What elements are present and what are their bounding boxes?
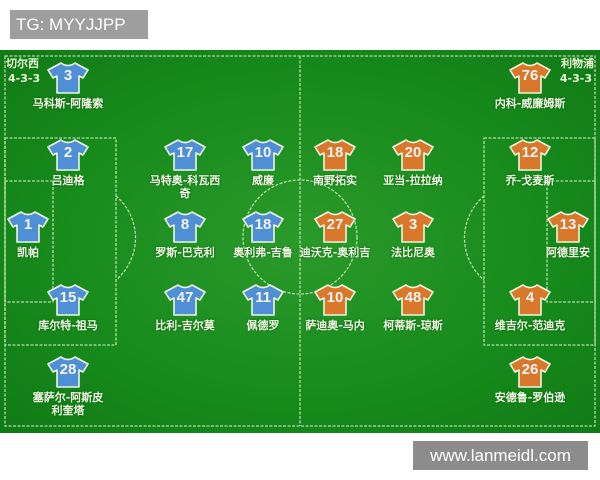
football-pitch: 切尔西 4-3-3 利物浦 4-3-3 3 马科斯-阿隆索 2 吕迪格 1 凯帕 15 库尔特… — [0, 50, 600, 433]
away-player: 26 安德鲁-罗伯逊 — [490, 356, 570, 404]
player-number: 8 — [180, 216, 190, 233]
watermark: www.lanmeidl.com — [413, 441, 588, 470]
player-number: 4 — [525, 289, 535, 306]
jersey-icon: 4 — [509, 284, 551, 316]
player-number: 2 — [63, 144, 73, 161]
jersey-icon: 17 — [164, 139, 206, 171]
player-name: 内科-威廉姆斯 — [494, 97, 566, 110]
player-name: 法比尼奥 — [391, 246, 435, 259]
player-number: 20 — [404, 144, 422, 161]
jersey-icon: 27 — [314, 211, 356, 243]
home-formation: 4-3-3 — [8, 72, 41, 85]
away-formation: 4-3-3 — [559, 72, 592, 85]
player-name: 塞萨尔-阿斯皮利奎塔 — [32, 391, 104, 417]
jersey-icon: 48 — [392, 284, 434, 316]
player-name: 马科斯-阿隆索 — [32, 97, 104, 110]
home-player: 2 吕迪格 — [28, 139, 108, 187]
player-number: 17 — [176, 144, 194, 161]
player-name: 奥利弗-吉鲁 — [233, 246, 293, 259]
jersey-icon: 3 — [47, 62, 89, 94]
jersey-icon: 15 — [47, 284, 89, 316]
player-name: 南野拓实 — [313, 174, 357, 187]
home-player: 3 马科斯-阿隆索 — [28, 62, 108, 110]
jersey-icon: 20 — [392, 139, 434, 171]
player-number: 47 — [176, 289, 194, 306]
jersey-icon: 2 — [47, 139, 89, 171]
player-number: 3 — [63, 67, 73, 84]
player-name: 迪沃克-奥利吉 — [299, 246, 371, 259]
home-player: 1 凯帕 — [0, 211, 68, 259]
jersey-icon: 10 — [314, 284, 356, 316]
player-name: 库尔特-祖马 — [38, 319, 98, 332]
home-player: 10 威廉 — [223, 139, 303, 187]
jersey-icon: 1 — [7, 211, 49, 243]
away-player: 27 迪沃克-奥利吉 — [295, 211, 375, 259]
player-number: 15 — [59, 289, 77, 306]
player-name: 亚当-拉拉纳 — [383, 174, 443, 187]
player-number: 10 — [326, 289, 344, 306]
jersey-icon: 18 — [314, 139, 356, 171]
jersey-icon: 76 — [509, 62, 551, 94]
away-player: 76 内科-威廉姆斯 — [490, 62, 570, 110]
player-name: 罗斯-巴克利 — [155, 246, 215, 259]
player-number: 3 — [408, 216, 418, 233]
away-player: 3 法比尼奥 — [373, 211, 453, 259]
player-name: 凯帕 — [17, 246, 39, 259]
player-name: 乔-戈麦斯 — [505, 174, 555, 187]
player-name: 吕迪格 — [51, 174, 85, 187]
home-player: 15 库尔特-祖马 — [28, 284, 108, 332]
player-name: 阿德里安 — [546, 246, 590, 259]
jersey-icon: 47 — [164, 284, 206, 316]
player-number: 48 — [404, 289, 422, 306]
jersey-icon: 26 — [509, 356, 551, 388]
player-number: 18 — [326, 144, 344, 161]
player-number: 26 — [521, 361, 539, 378]
tg-label: TG: MYYJJPP — [10, 10, 148, 39]
jersey-icon: 13 — [547, 211, 589, 243]
player-name: 萨迪奥-马内 — [305, 319, 365, 332]
player-name: 维吉尔-范迪克 — [494, 319, 566, 332]
away-player: 12 乔-戈麦斯 — [490, 139, 570, 187]
away-player: 13 阿德里安 — [528, 211, 600, 259]
player-number: 28 — [59, 361, 77, 378]
jersey-icon: 12 — [509, 139, 551, 171]
player-number: 18 — [254, 216, 272, 233]
home-player: 18 奥利弗-吉鲁 — [223, 211, 303, 259]
away-player: 48 柯蒂斯-琼斯 — [373, 284, 453, 332]
player-number: 12 — [521, 144, 539, 161]
away-team-name: 利物浦 — [561, 57, 594, 70]
home-team-info: 切尔西 4-3-3 — [6, 56, 40, 86]
player-number: 11 — [255, 289, 271, 306]
away-player: 10 萨迪奥-马内 — [295, 284, 375, 332]
jersey-icon: 10 — [242, 139, 284, 171]
jersey-icon: 28 — [47, 356, 89, 388]
jersey-icon: 3 — [392, 211, 434, 243]
away-player: 18 南野拓实 — [295, 139, 375, 187]
home-player: 11 佩德罗 — [223, 284, 303, 332]
player-number: 27 — [326, 216, 344, 233]
player-number: 1 — [23, 216, 33, 233]
player-number: 13 — [559, 216, 577, 233]
away-player: 4 维吉尔-范迪克 — [490, 284, 570, 332]
home-team-name: 切尔西 — [6, 57, 39, 70]
home-player: 8 罗斯-巴克利 — [145, 211, 225, 259]
player-number: 10 — [254, 144, 272, 161]
player-name: 马特奥-科瓦西奇 — [149, 174, 221, 200]
player-name: 安德鲁-罗伯逊 — [494, 391, 566, 404]
player-name: 柯蒂斯-琼斯 — [383, 319, 443, 332]
player-name: 佩德罗 — [246, 319, 280, 332]
player-number: 76 — [521, 67, 539, 84]
player-name: 比利-吉尔莫 — [155, 319, 215, 332]
home-player: 17 马特奥-科瓦西奇 — [145, 139, 225, 200]
jersey-icon: 18 — [242, 211, 284, 243]
pitch-lines — [4, 55, 596, 427]
home-player: 28 塞萨尔-阿斯皮利奎塔 — [28, 356, 108, 417]
player-name: 威廉 — [252, 174, 274, 187]
home-player: 47 比利-吉尔莫 — [145, 284, 225, 332]
away-player: 20 亚当-拉拉纳 — [373, 139, 453, 187]
jersey-icon: 11 — [242, 284, 284, 316]
jersey-icon: 8 — [164, 211, 206, 243]
away-team-info: 利物浦 4-3-3 — [560, 56, 594, 86]
